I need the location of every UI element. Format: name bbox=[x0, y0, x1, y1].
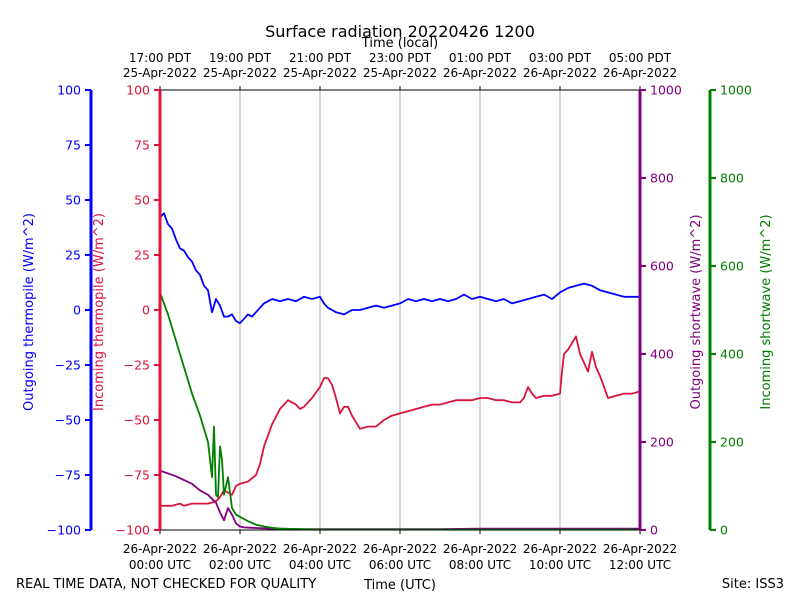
top-tick-time-label: 21:00 PDT bbox=[289, 51, 352, 65]
chart-title: Surface radiation 20220426 1200 bbox=[265, 22, 535, 41]
top-tick-time-label: 05:00 PDT bbox=[609, 51, 672, 65]
outgoing-shortwave-axis-label: Outgoing shortwave (W/m^2) bbox=[689, 214, 704, 409]
y-tick-label: 50 bbox=[65, 193, 81, 208]
top-tick-date-label: 25-Apr-2022 bbox=[203, 66, 277, 80]
x-tick-time-label: 06:00 UTC bbox=[369, 558, 431, 572]
bottom-axis-label: Time (UTC) bbox=[363, 578, 436, 593]
y-tick-label: 75 bbox=[134, 138, 150, 153]
top-tick-date-label: 26-Apr-2022 bbox=[443, 66, 517, 80]
y-tick-label: 0 bbox=[720, 523, 728, 538]
outgoing-thermopile-series-line bbox=[159, 212, 640, 325]
y-tick-label: 0 bbox=[73, 303, 81, 318]
top-tick-time-label: 17:00 PDT bbox=[129, 51, 192, 65]
y-tick-label: 100 bbox=[126, 83, 150, 98]
y-tick-label: 0 bbox=[650, 523, 658, 538]
gridlines bbox=[239, 90, 561, 530]
text-group: Surface radiation 20220426 1200 Time (lo… bbox=[16, 22, 784, 593]
x-tick-date-label: 26-Apr-2022 bbox=[123, 542, 197, 556]
top-tick-date-label: 25-Apr-2022 bbox=[123, 66, 197, 80]
top-axis-label: Time (local) bbox=[361, 36, 438, 51]
x-tick-date-label: 26-Apr-2022 bbox=[203, 542, 277, 556]
y-tick-label: −100 bbox=[47, 523, 81, 538]
axes-group: 26-Apr-2022 00:00 UTC 26-Apr-2022 02:00 UTC… bbox=[22, 51, 774, 572]
site-label: Site: ISS3 bbox=[722, 577, 784, 592]
top-tick-time-label: 23:00 PDT bbox=[369, 51, 432, 65]
y-tick-label: 75 bbox=[65, 138, 81, 153]
y-tick-label: 600 bbox=[720, 259, 744, 274]
y-tick-label: 200 bbox=[720, 435, 744, 450]
y-tick-label: 400 bbox=[720, 347, 744, 362]
quality-disclaimer: REAL TIME DATA, NOT CHECKED FOR QUALITY bbox=[16, 577, 316, 592]
x-tick-date-label: 26-Apr-2022 bbox=[523, 542, 597, 556]
x-tick-time-label: 04:00 UTC bbox=[289, 558, 351, 572]
x-tick-time-label: 02:00 UTC bbox=[209, 558, 271, 572]
y-tick-label: 800 bbox=[650, 171, 674, 186]
top-tick-date-label: 25-Apr-2022 bbox=[363, 66, 437, 80]
top-tick-time-label: 19:00 PDT bbox=[209, 51, 272, 65]
x-tick-time-label: 12:00 UTC bbox=[609, 558, 671, 572]
y-tick-label: 200 bbox=[650, 435, 674, 450]
y-tick-label: 600 bbox=[650, 259, 674, 274]
y-tick-label: 25 bbox=[65, 248, 81, 263]
y-tick-label: −100 bbox=[116, 523, 150, 538]
outgoing-thermopile-axis-label: Outgoing thermopile (W/m^2) bbox=[22, 213, 37, 411]
incoming-thermopile-axis-label: Incoming thermopile (W/m^2) bbox=[92, 213, 107, 411]
y-tick-label: 400 bbox=[650, 347, 674, 362]
y-tick-label: −25 bbox=[124, 358, 150, 373]
top-tick-date-label: 26-Apr-2022 bbox=[603, 66, 677, 80]
top-tick-time-label: 03:00 PDT bbox=[529, 51, 592, 65]
y-tick-label: 0 bbox=[142, 303, 150, 318]
top-tick-date-label: 26-Apr-2022 bbox=[523, 66, 597, 80]
y-tick-label: 1000 bbox=[720, 83, 752, 98]
y-tick-label: 100 bbox=[57, 83, 81, 98]
x-tick-time-label: 08:00 UTC bbox=[449, 558, 511, 572]
y-tick-label: 800 bbox=[720, 171, 744, 186]
y-tick-label: −50 bbox=[55, 413, 81, 428]
y-tick-label: −75 bbox=[124, 468, 150, 483]
x-tick-date-label: 26-Apr-2022 bbox=[283, 542, 357, 556]
x-tick-date-label: 26-Apr-2022 bbox=[603, 542, 677, 556]
incoming-thermopile-series-line bbox=[160, 335, 641, 507]
y-tick-label: −25 bbox=[55, 358, 81, 373]
x-tick-date-label: 26-Apr-2022 bbox=[443, 542, 517, 556]
top-tick-date-label: 25-Apr-2022 bbox=[283, 66, 357, 80]
y-tick-label: 25 bbox=[134, 248, 150, 263]
top-tick-time-label: 01:00 PDT bbox=[449, 51, 512, 65]
y-tick-label: 50 bbox=[134, 193, 150, 208]
y-tick-label: −75 bbox=[55, 468, 81, 483]
x-tick-date-label: 26-Apr-2022 bbox=[363, 542, 437, 556]
incoming-shortwave-axis-label: Incoming shortwave (W/m^2) bbox=[759, 214, 774, 409]
x-tick-time-label: 00:00 UTC bbox=[129, 558, 191, 572]
y-tick-label: −50 bbox=[124, 413, 150, 428]
x-tick-time-label: 10:00 UTC bbox=[529, 558, 591, 572]
y-tick-label: 1000 bbox=[650, 83, 682, 98]
